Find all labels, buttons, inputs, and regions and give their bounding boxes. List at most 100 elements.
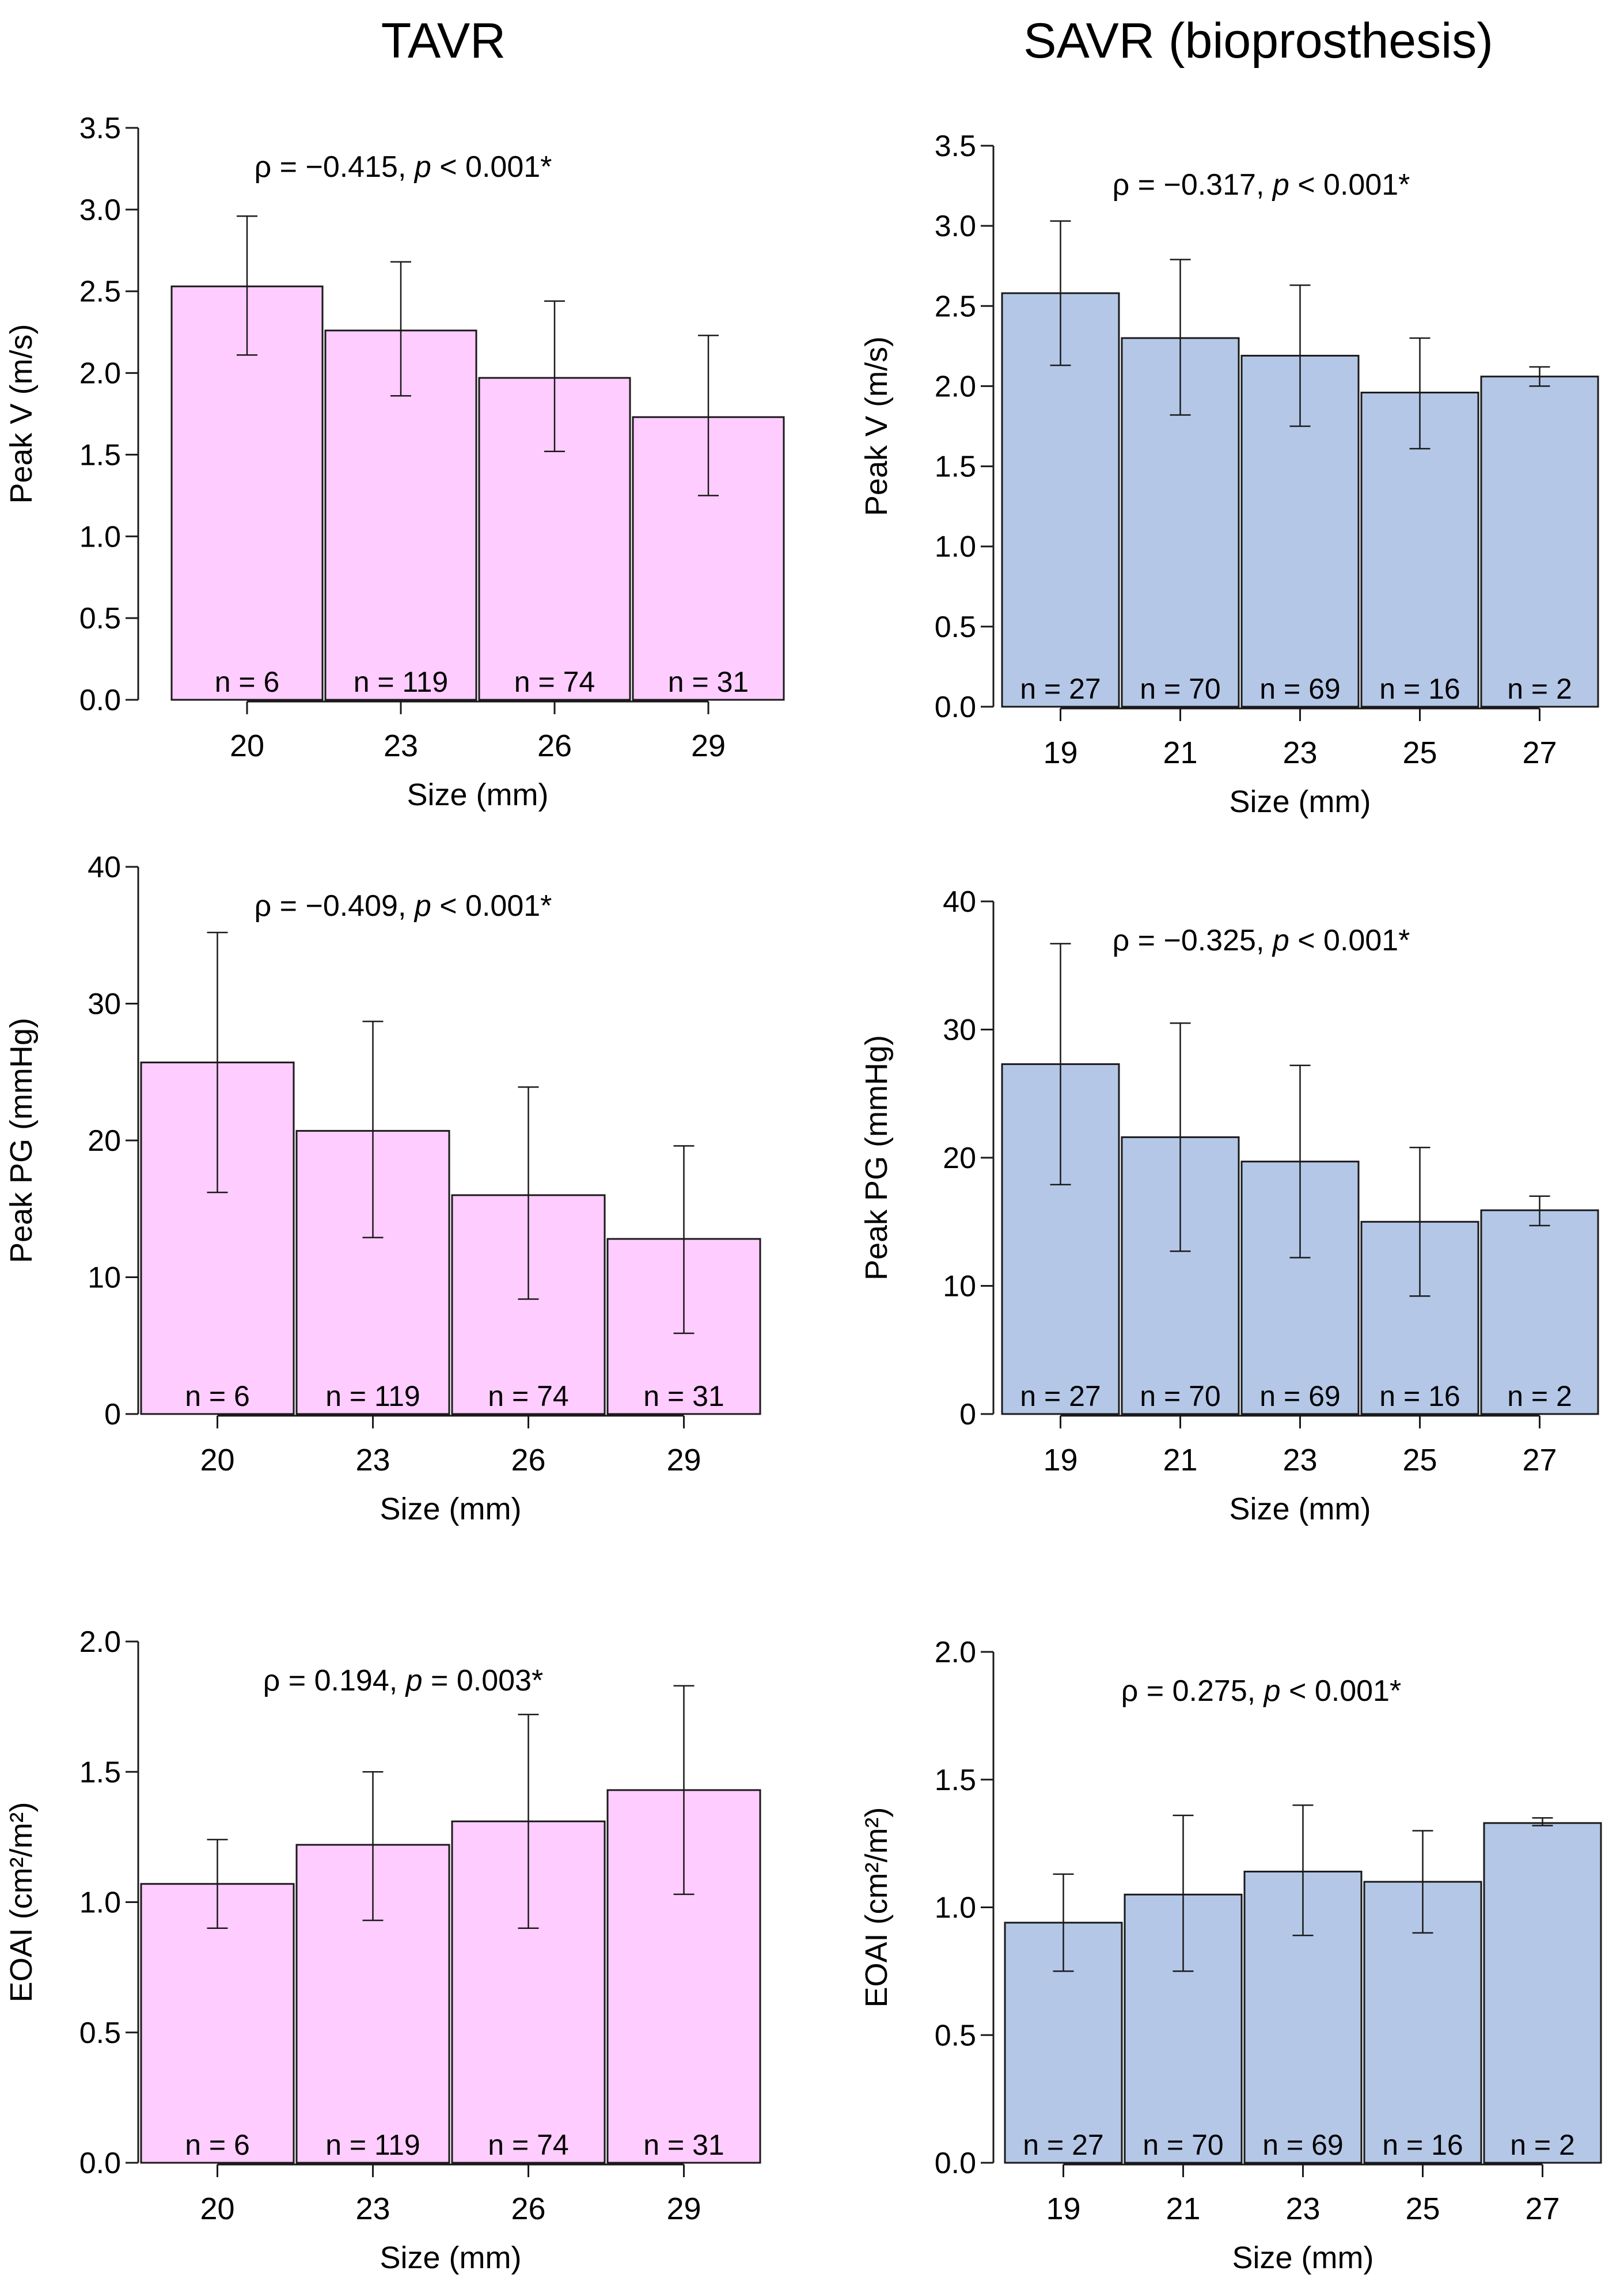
tavr-eoai-n-label-20: n = 6 [185, 2129, 250, 2161]
savr-eoai-y-tick-label: 1.0 [935, 1891, 976, 1925]
savr-peak-v-stat-rho: ρ = −0.317, [1113, 168, 1273, 202]
tavr-peak-pg-y-tick-label: 30 [88, 988, 121, 1021]
tavr-eoai-stat-p: p [405, 1664, 423, 1697]
tavr-peak-v-y-tick-label: 0.0 [79, 684, 121, 717]
savr-peak-v-y-tick-label: 2.0 [935, 370, 976, 403]
savr-peak-v-y-tick-label: 1.5 [935, 450, 976, 484]
savr-peak-pg-y-tick-label: 40 [943, 885, 976, 919]
tavr-peak-v-stat-annotation: ρ = −0.415, p < 0.001* [255, 150, 552, 184]
tavr-eoai-stat-rho: ρ = 0.194, [263, 1664, 406, 1697]
savr-eoai-y-tick-label: 1.5 [935, 1764, 976, 1797]
tavr-peak-v-y-tick-label: 1.5 [79, 438, 121, 472]
tavr-peak-v-x-tick-label-29: 29 [691, 729, 726, 763]
savr-eoai-n-label-27: n = 2 [1510, 2129, 1575, 2161]
tavr-eoai-y-tick-label: 1.0 [79, 1886, 121, 1920]
tavr-eoai-y-tick-label: 2.0 [79, 1625, 121, 1659]
tavr-peak-pg-y-tick-label: 10 [88, 1261, 121, 1295]
tavr-peak-pg-stat-p: p [413, 889, 431, 923]
savr-peak-pg-y-tick-label: 30 [943, 1014, 976, 1047]
tavr-peak-pg-y-tick-label: 0 [104, 1398, 121, 1431]
savr-eoai-x-tick-label-25: 25 [1405, 2192, 1440, 2226]
tavr-peak-pg-n-label-29: n = 31 [643, 1380, 724, 1412]
savr-eoai-y-tick-label: 2.0 [935, 1636, 976, 1669]
tavr-eoai-n-label-26: n = 74 [488, 2129, 568, 2161]
tavr-eoai-x-tick-label-29: 29 [666, 2192, 701, 2226]
savr-eoai-stat-annotation: ρ = 0.275, p < 0.001* [1121, 1674, 1401, 1708]
savr-peak-v-y-tick-label: 3.5 [935, 130, 976, 163]
savr-eoai-x-label: Size (mm) [1232, 2241, 1374, 2275]
tavr-eoai-x-label: Size (mm) [380, 2241, 522, 2275]
savr-peak-v-y-tick-label: 2.5 [935, 290, 976, 323]
tavr-peak-pg-stat-value: < 0.001* [431, 889, 552, 923]
tavr-peak-v-y-tick-label: 0.5 [79, 602, 121, 635]
tavr-peak-v-chart: 0.0 0.5 1.0 1.5 2.0 2.5 3.0 3.5 Peak V (m/s) n = … [4, 112, 785, 812]
savr-eoai-stat-rho: ρ = 0.275, [1121, 1674, 1264, 1708]
savr-eoai-x-tick-label-27: 27 [1525, 2192, 1560, 2226]
savr-peak-v-n-label-25: n = 16 [1379, 673, 1460, 705]
column-title-tavr: TAVR [381, 13, 506, 69]
tavr-peak-v-stat-rho: ρ = −0.415, [255, 150, 415, 184]
tavr-peak-pg-x-tick-label-20: 20 [200, 1443, 234, 1477]
savr-eoai-y-label: EOAI (cm²/m²) [859, 1807, 894, 2008]
savr-peak-pg-x-tick-label-23: 23 [1282, 1443, 1317, 1477]
savr-peak-pg-stat-annotation: ρ = −0.325, p < 0.001* [1113, 924, 1410, 957]
savr-peak-pg-x-tick-label-27: 27 [1522, 1443, 1557, 1477]
tavr-peak-pg-n-label-20: n = 6 [185, 1380, 250, 1412]
savr-eoai-stat-value: < 0.001* [1281, 1674, 1402, 1708]
tavr-peak-v-x-tick-label-23: 23 [384, 729, 418, 763]
tavr-peak-v-y-tick-label: 3.5 [79, 112, 121, 145]
savr-peak-v-y-tick-label: 0.5 [935, 611, 976, 644]
tavr-peak-pg-y-tick-label: 20 [88, 1124, 121, 1158]
savr-peak-pg-x-tick-label-19: 19 [1043, 1443, 1077, 1477]
savr-peak-v-x-tick-label-27: 27 [1522, 736, 1557, 770]
savr-peak-v-y-tick-label: 0.0 [935, 691, 976, 724]
savr-peak-v-y-tick-label: 1.0 [935, 530, 976, 564]
tavr-peak-v-n-label-26: n = 74 [514, 666, 595, 698]
savr-eoai-n-label-23: n = 69 [1262, 2129, 1343, 2161]
savr-peak-pg-n-label-21: n = 70 [1140, 1380, 1220, 1412]
tavr-eoai-stat-value: = 0.003* [423, 1664, 544, 1697]
savr-peak-v-y-tick-label: 3.0 [935, 210, 976, 243]
savr-peak-pg-n-label-25: n = 16 [1379, 1380, 1460, 1412]
tavr-peak-v-y-tick-label: 1.0 [79, 520, 121, 554]
tavr-peak-pg-chart: 0 10 20 30 40 Peak PG (mmHg) n = 6 20 n = 119 23 n… [4, 851, 761, 1526]
savr-eoai-bar-27 [1483, 1822, 1602, 2164]
tavr-peak-v-x-tick-label-20: 20 [230, 729, 264, 763]
savr-peak-v-n-label-23: n = 69 [1259, 673, 1340, 705]
tavr-peak-v-n-label-20: n = 6 [215, 666, 280, 698]
tavr-peak-v-y-tick-label: 3.0 [79, 194, 121, 227]
savr-peak-pg-x-label: Size (mm) [1230, 1492, 1371, 1526]
column-title-savr: SAVR (bioprosthesis) [1023, 13, 1493, 69]
tavr-eoai-n-label-23: n = 119 [325, 2129, 420, 2161]
tavr-peak-pg-x-tick-label-23: 23 [355, 1443, 390, 1477]
savr-peak-pg-stat-p: p [1272, 924, 1289, 957]
tavr-eoai-y-tick-label: 1.5 [79, 1756, 121, 1789]
savr-peak-pg-stat-value: < 0.001* [1289, 924, 1410, 957]
tavr-peak-v-x-label: Size (mm) [407, 778, 549, 812]
tavr-peak-pg-y-tick-label: 40 [88, 851, 121, 884]
tavr-peak-v-n-label-29: n = 31 [668, 666, 749, 698]
savr-peak-pg-stat-rho: ρ = −0.325, [1113, 924, 1273, 957]
tavr-eoai-y-tick-label: 0.5 [79, 2016, 121, 2050]
tavr-peak-pg-stat-rho: ρ = −0.409, [255, 889, 415, 923]
savr-peak-v-x-label: Size (mm) [1230, 784, 1371, 819]
savr-eoai-x-tick-label-23: 23 [1285, 2192, 1320, 2226]
savr-peak-pg-n-label-19: n = 27 [1020, 1380, 1101, 1412]
savr-eoai-n-label-19: n = 27 [1023, 2129, 1103, 2161]
savr-eoai-chart: 0.0 0.5 1.0 1.5 2.0 EOAI (cm²/m²) n = 27 19 n = … [859, 1636, 1602, 2275]
savr-peak-pg-x-tick-label-25: 25 [1402, 1443, 1437, 1477]
savr-peak-v-n-label-19: n = 27 [1020, 673, 1101, 705]
savr-eoai-n-label-25: n = 16 [1382, 2129, 1463, 2161]
savr-peak-v-x-tick-label-25: 25 [1402, 736, 1437, 770]
tavr-peak-v-y-tick-label: 2.5 [79, 275, 121, 309]
savr-eoai-y-tick-label: 0.5 [935, 2019, 976, 2052]
tavr-eoai-x-tick-label-23: 23 [355, 2192, 390, 2226]
tavr-peak-pg-x-tick-label-26: 26 [511, 1443, 545, 1477]
savr-eoai-x-tick-label-19: 19 [1046, 2192, 1080, 2226]
savr-peak-v-x-tick-label-19: 19 [1043, 736, 1077, 770]
tavr-eoai-y-label: EOAI (cm²/m²) [4, 1802, 39, 2003]
savr-peak-v-stat-value: < 0.001* [1289, 168, 1410, 202]
savr-peak-pg-bar-27 [1480, 1209, 1599, 1415]
savr-peak-pg-x-tick-label-21: 21 [1163, 1443, 1197, 1477]
